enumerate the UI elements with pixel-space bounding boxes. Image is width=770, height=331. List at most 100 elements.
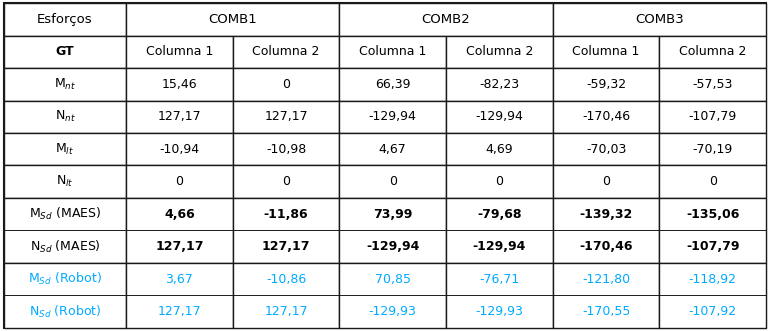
Text: -129,94: -129,94 xyxy=(473,240,526,253)
Bar xyxy=(553,133,659,166)
Bar xyxy=(126,36,233,68)
Text: 66,39: 66,39 xyxy=(375,78,410,91)
Bar xyxy=(126,166,233,198)
Bar xyxy=(659,198,766,263)
Bar xyxy=(340,166,446,198)
Bar xyxy=(553,166,659,198)
Text: -76,71: -76,71 xyxy=(479,272,520,286)
Bar xyxy=(553,263,659,328)
Text: COMB3: COMB3 xyxy=(635,13,684,26)
Text: -82,23: -82,23 xyxy=(480,78,520,91)
Text: -139,32: -139,32 xyxy=(580,208,633,221)
Text: -170,55: -170,55 xyxy=(582,305,631,318)
Text: -107,79: -107,79 xyxy=(686,240,739,253)
Bar xyxy=(340,101,446,133)
Bar xyxy=(126,68,233,101)
Text: -10,94: -10,94 xyxy=(159,143,199,156)
Bar xyxy=(4,68,126,101)
Bar xyxy=(4,198,126,263)
Text: 127,17: 127,17 xyxy=(158,305,201,318)
Bar xyxy=(553,198,659,263)
Bar xyxy=(659,68,766,101)
Text: 4,69: 4,69 xyxy=(486,143,514,156)
Bar xyxy=(446,133,553,166)
Text: -118,92: -118,92 xyxy=(689,272,737,286)
Text: M$_{Sd}$ (Robot): M$_{Sd}$ (Robot) xyxy=(28,271,102,287)
Bar xyxy=(446,198,553,263)
Text: 15,46: 15,46 xyxy=(162,78,197,91)
Bar xyxy=(233,101,340,133)
Text: -129,94: -129,94 xyxy=(476,110,524,123)
Bar xyxy=(340,263,446,328)
Text: Columna 1: Columna 1 xyxy=(146,45,213,59)
Bar xyxy=(553,36,659,68)
Bar xyxy=(233,263,340,328)
Text: -57,53: -57,53 xyxy=(693,78,733,91)
Bar xyxy=(4,133,126,166)
Text: 0: 0 xyxy=(495,175,504,188)
Bar xyxy=(446,36,553,68)
Text: M$_{Sd}$ (MAES): M$_{Sd}$ (MAES) xyxy=(28,206,101,222)
Text: N$_{Sd}$ (MAES): N$_{Sd}$ (MAES) xyxy=(29,239,100,255)
Text: -129,94: -129,94 xyxy=(366,240,420,253)
Bar xyxy=(659,101,766,133)
Text: -129,93: -129,93 xyxy=(476,305,524,318)
Text: Columna 2: Columna 2 xyxy=(466,45,533,59)
Text: GT: GT xyxy=(55,45,74,59)
Text: -129,93: -129,93 xyxy=(369,305,417,318)
Bar xyxy=(233,198,340,263)
Text: 0: 0 xyxy=(389,175,397,188)
Bar xyxy=(553,68,659,101)
Text: N$_{lt}$: N$_{lt}$ xyxy=(56,174,74,189)
Text: -107,79: -107,79 xyxy=(688,110,737,123)
Bar xyxy=(340,133,446,166)
Text: Columna 1: Columna 1 xyxy=(572,45,640,59)
Text: -170,46: -170,46 xyxy=(582,110,630,123)
Text: COMB2: COMB2 xyxy=(422,13,470,26)
Bar xyxy=(446,68,553,101)
Text: 127,17: 127,17 xyxy=(158,110,201,123)
Text: 0: 0 xyxy=(709,175,717,188)
Text: N$_{nt}$: N$_{nt}$ xyxy=(55,109,75,124)
Bar xyxy=(659,166,766,198)
Bar xyxy=(126,3,340,36)
Bar xyxy=(4,3,126,36)
Text: 127,17: 127,17 xyxy=(155,240,203,253)
Text: -170,46: -170,46 xyxy=(579,240,633,253)
Text: N$_{Sd}$ (Robot): N$_{Sd}$ (Robot) xyxy=(28,304,101,319)
Text: 73,99: 73,99 xyxy=(373,208,413,221)
Text: 3,67: 3,67 xyxy=(166,272,193,286)
Text: M$_{nt}$: M$_{nt}$ xyxy=(54,77,76,92)
Bar xyxy=(233,133,340,166)
Text: -135,06: -135,06 xyxy=(686,208,739,221)
Bar xyxy=(340,3,553,36)
Text: -107,92: -107,92 xyxy=(688,305,737,318)
Bar xyxy=(340,36,446,68)
Text: 70,85: 70,85 xyxy=(375,272,410,286)
Text: -121,80: -121,80 xyxy=(582,272,630,286)
Text: 127,17: 127,17 xyxy=(262,240,310,253)
Text: Esforços: Esforços xyxy=(37,13,92,26)
Text: COMB1: COMB1 xyxy=(209,13,257,26)
Bar xyxy=(4,101,126,133)
Text: M$_{lt}$: M$_{lt}$ xyxy=(55,142,75,157)
Text: 0: 0 xyxy=(282,78,290,91)
Text: -11,86: -11,86 xyxy=(264,208,308,221)
Text: -70,19: -70,19 xyxy=(693,143,733,156)
Text: Columna 2: Columna 2 xyxy=(253,45,320,59)
Bar xyxy=(4,166,126,198)
Text: 127,17: 127,17 xyxy=(264,110,308,123)
Text: -10,98: -10,98 xyxy=(266,143,306,156)
Bar xyxy=(126,263,233,328)
Text: 4,66: 4,66 xyxy=(164,208,195,221)
Bar xyxy=(446,263,553,328)
Bar xyxy=(126,133,233,166)
Bar xyxy=(126,101,233,133)
Bar xyxy=(340,198,446,263)
Bar xyxy=(553,3,766,36)
Bar xyxy=(233,68,340,101)
Text: Columna 1: Columna 1 xyxy=(359,45,427,59)
Bar xyxy=(659,133,766,166)
Text: -70,03: -70,03 xyxy=(586,143,626,156)
Text: -59,32: -59,32 xyxy=(586,78,626,91)
